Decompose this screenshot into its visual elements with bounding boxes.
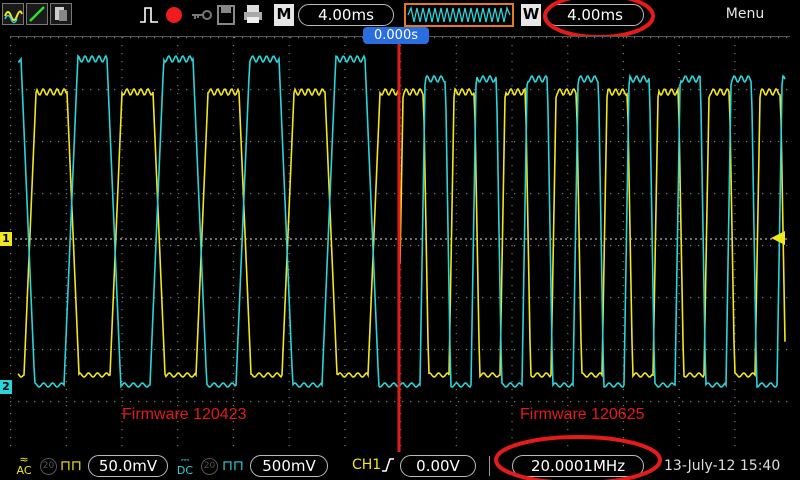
- record-dot-icon[interactable]: [166, 7, 182, 23]
- save-icon[interactable]: [50, 3, 72, 25]
- disk-icon[interactable]: [216, 4, 236, 30]
- ch2-bw-badge: 20: [201, 458, 218, 475]
- menu-button[interactable]: Menu: [725, 6, 765, 22]
- window-timebase-value[interactable]: 4.00ms: [546, 4, 644, 26]
- bottom-status-bar: ≈ AC 20 ⊓⊓ 50.0mV ⎓ DC 20 ⊓⊓ 500mV CH1 0.0…: [0, 452, 800, 480]
- date-time: 13-July-12 15:40: [664, 458, 781, 474]
- waveform-svg: [10, 37, 792, 455]
- waveform-display[interactable]: [10, 36, 792, 455]
- trigger-edge-icon[interactable]: [138, 4, 160, 30]
- print-icon[interactable]: [242, 3, 264, 29]
- ch1-ground-marker[interactable]: 1: [0, 232, 12, 246]
- ch2-invert-icon: ⊓⊓: [222, 458, 244, 474]
- divider: [489, 456, 490, 476]
- trigger-level-marker[interactable]: [771, 231, 785, 245]
- waveform-icon[interactable]: [2, 3, 24, 25]
- frequency-counter[interactable]: 20.0001MHz: [512, 455, 644, 477]
- main-timebase-label: M: [274, 4, 294, 26]
- ch2-ground-marker[interactable]: 2: [0, 380, 12, 394]
- ch1-bw-badge: 20: [40, 458, 57, 475]
- ch1-trace: [17, 86, 786, 379]
- annotation-right: Firmware 120625: [520, 406, 645, 423]
- ch2-coupling: DC: [176, 464, 194, 477]
- trigger-source[interactable]: CH1: [352, 457, 382, 473]
- ch2-scale[interactable]: 500mV: [250, 455, 328, 477]
- trigger-slope-icon[interactable]: [381, 457, 395, 477]
- main-timebase-value[interactable]: 4.00ms: [298, 4, 394, 26]
- window-timebase-label: W: [521, 4, 541, 26]
- top-toolbar: M 4.00ms W 4.00ms Menu: [0, 0, 800, 30]
- trigger-level[interactable]: 0.00V: [400, 455, 476, 477]
- window-zoom-waveform-icon[interactable]: [404, 3, 514, 27]
- annotation-left: Firmware 120423: [122, 406, 247, 423]
- trigger-position-badge: 0.000s: [363, 27, 429, 44]
- ch1-coupling: AC: [16, 464, 32, 477]
- ch2-trace: [17, 54, 786, 389]
- ch1-invert-icon: ⊓⊓: [60, 458, 82, 474]
- cursor-icon[interactable]: [26, 3, 48, 25]
- ch1-scale[interactable]: 50.0mV: [88, 455, 168, 477]
- highlight-ellipse-frequency: [494, 435, 662, 480]
- key-icon[interactable]: [190, 5, 212, 29]
- ch2-coupling-icon[interactable]: ⎓ DC: [174, 454, 196, 476]
- ch1-coupling-icon[interactable]: ≈ AC: [14, 454, 34, 476]
